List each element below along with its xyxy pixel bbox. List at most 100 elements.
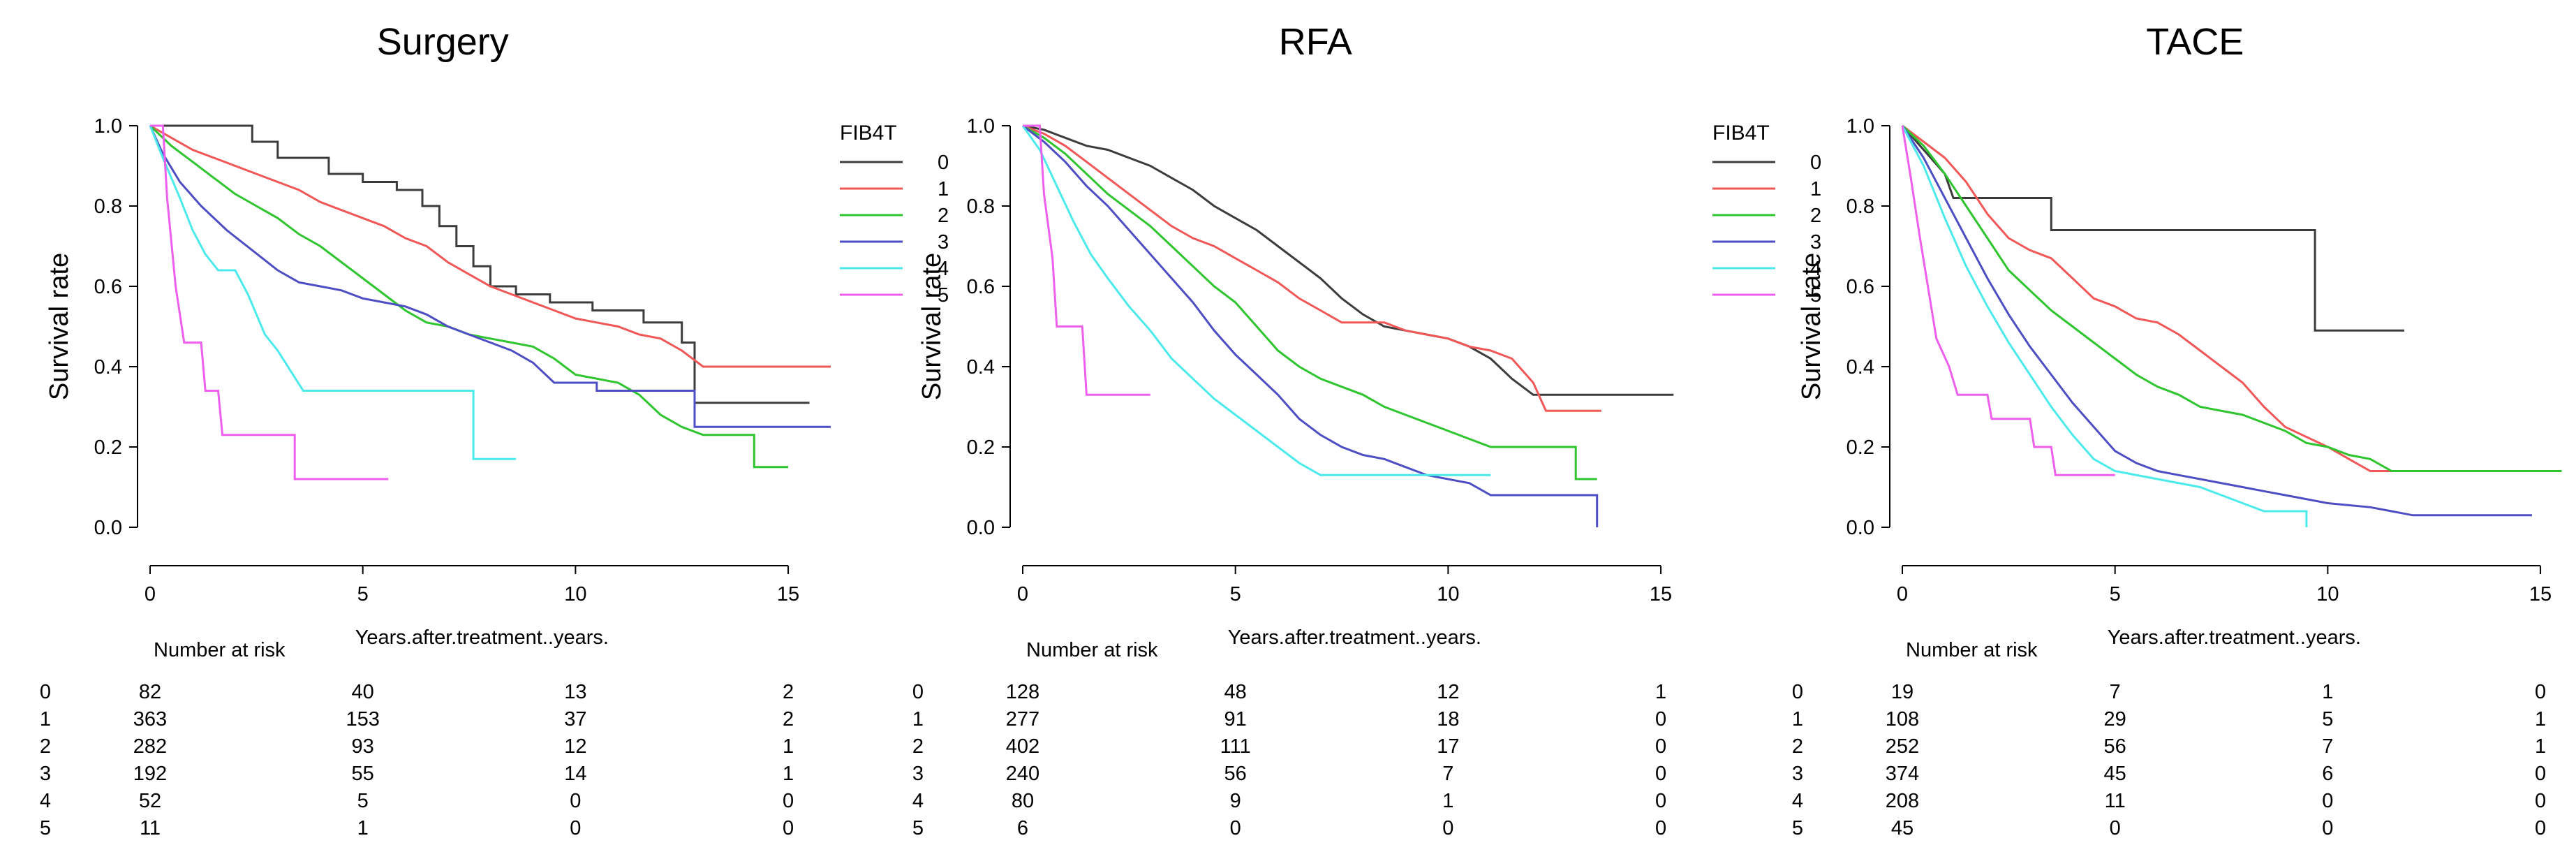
risk-cell: 9	[1230, 790, 1241, 812]
y-tick-label: 0.6	[94, 276, 122, 298]
y-axis-label: Survival rate	[1797, 253, 1826, 400]
risk-row-group: 3	[912, 763, 924, 785]
y-axis-label: Survival rate	[917, 253, 947, 400]
chart-title: TACE	[2146, 21, 2244, 63]
x-axis-label: Years.after.treatment..years.	[1228, 626, 1481, 649]
survival-curve-group-0	[1022, 124, 1674, 396]
risk-cell: 18	[1437, 708, 1459, 730]
risk-row-group: 5	[1792, 817, 1803, 839]
risk-row-group: 4	[40, 790, 51, 812]
legend-label: 5	[938, 284, 949, 307]
y-tick-label: 0.0	[1846, 517, 1874, 539]
risk-row-group: 0	[40, 681, 51, 703]
risk-cell: 0	[783, 790, 794, 812]
risk-cell: 56	[2104, 735, 2126, 758]
risk-cell: 12	[1437, 681, 1459, 703]
survival-curve-group-0	[1901, 125, 2405, 332]
survival-curve-group-0	[150, 124, 810, 404]
risk-cell: 0	[2110, 817, 2121, 839]
y-tick-label: 0.2	[967, 436, 995, 459]
risk-row-group: 2	[40, 735, 51, 758]
chart-title: Surgery	[377, 21, 509, 63]
risk-row-group: 3	[1792, 763, 1803, 785]
risk-row-group: 0	[1792, 681, 1803, 703]
legend-title: FIB4T	[840, 122, 897, 145]
survival-curve-group-4	[1901, 125, 2308, 527]
risk-cell: 1	[783, 735, 794, 758]
survival-curve-group-5	[1901, 125, 2115, 476]
risk-cell: 1	[783, 763, 794, 785]
risk-cell: 45	[2104, 763, 2126, 785]
risk-row-group: 3	[40, 763, 51, 785]
y-tick-label: 0.8	[1846, 196, 1874, 218]
x-tick-label: 5	[1230, 583, 1241, 605]
risk-cell: 153	[346, 708, 379, 730]
risk-cell: 240	[1006, 763, 1039, 785]
risk-cell: 5	[2322, 708, 2333, 730]
risk-cell: 5	[357, 790, 369, 812]
risk-cell: 7	[2110, 681, 2121, 703]
survival-curve-group-3	[1901, 125, 2532, 517]
y-tick-label: 0.2	[1846, 436, 1874, 459]
survival-curve-group-4	[1021, 125, 1491, 476]
risk-cell: 0	[1655, 763, 1666, 785]
x-tick-label: 15	[1650, 583, 1672, 605]
legend-label: 3	[1810, 231, 1821, 254]
risk-cell: 37	[564, 708, 586, 730]
survival-curve-group-5	[1023, 124, 1150, 396]
y-tick-label: 0.4	[1846, 356, 1874, 379]
risk-cell: 12	[564, 735, 586, 758]
risk-cell: 48	[1224, 681, 1247, 703]
risk-cell: 19	[1891, 681, 1914, 703]
risk-cell: 0	[570, 817, 581, 839]
risk-cell: 45	[1891, 817, 1914, 839]
risk-cell: 0	[570, 790, 581, 812]
legend-label: 4	[938, 258, 949, 280]
risk-cell: 29	[2104, 708, 2126, 730]
risk-cell: 82	[139, 681, 161, 703]
survival-curve-group-2	[1022, 124, 1597, 480]
y-tick-label: 0.2	[94, 436, 122, 459]
legend-label: 5	[1810, 284, 1821, 307]
risk-table-title: Number at risk	[1906, 639, 2038, 661]
x-tick-label: 0	[1017, 583, 1028, 605]
survival-curve-group-3	[1022, 124, 1599, 527]
risk-cell: 402	[1006, 735, 1039, 758]
legend-label: 0	[938, 152, 949, 174]
legend-title: FIB4T	[1712, 122, 1770, 145]
y-tick-label: 0.0	[967, 517, 995, 539]
legend-label: 0	[1810, 152, 1821, 174]
risk-cell: 13	[564, 681, 586, 703]
risk-cell: 0	[2535, 790, 2546, 812]
x-tick-label: 5	[2110, 583, 2121, 605]
risk-table-title: Number at risk	[1026, 639, 1158, 661]
risk-row-group: 2	[1792, 735, 1803, 758]
risk-table-title: Number at risk	[154, 639, 286, 661]
risk-cell: 6	[1017, 817, 1028, 839]
risk-cell: 192	[133, 763, 167, 785]
legend-label: 1	[1810, 178, 1821, 200]
risk-cell: 55	[352, 763, 374, 785]
risk-cell: 208	[1886, 790, 1919, 812]
risk-cell: 111	[1220, 735, 1251, 758]
risk-row-group: 4	[912, 790, 924, 812]
risk-cell: 1	[2535, 708, 2546, 730]
survival-curve-group-5	[150, 124, 389, 480]
risk-cell: 363	[133, 708, 167, 730]
risk-cell: 277	[1006, 708, 1039, 730]
x-tick-label: 0	[1897, 583, 1908, 605]
risk-cell: 7	[1442, 763, 1453, 785]
risk-cell: 0	[1230, 817, 1241, 839]
risk-cell: 11	[2105, 790, 2126, 812]
y-tick-label: 0.8	[94, 196, 122, 218]
legend-label: 1	[938, 178, 949, 200]
risk-row-group: 1	[40, 708, 51, 730]
survival-curve-group-2	[1901, 124, 2562, 472]
legend-label: 2	[1810, 205, 1821, 227]
survival-curve-group-1	[1902, 124, 2541, 472]
x-tick-label: 10	[564, 583, 586, 605]
x-tick-label: 0	[145, 583, 156, 605]
x-tick-label: 5	[357, 583, 369, 605]
risk-cell: 40	[352, 681, 374, 703]
